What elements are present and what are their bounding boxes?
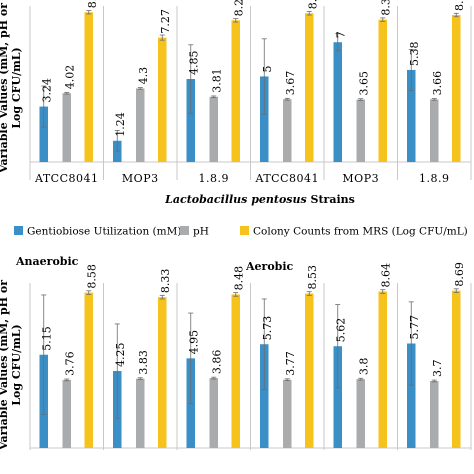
data-label: 5.62 xyxy=(335,318,348,343)
data-label: 7 xyxy=(335,31,348,38)
ph-bar xyxy=(62,93,71,162)
y-axis-label-line: Variable Values (mM, pH or xyxy=(0,3,10,174)
annotation-anaerobic: Anaerobic xyxy=(15,255,79,268)
colony-bar xyxy=(305,293,314,448)
data-label: 3.24 xyxy=(41,78,54,103)
data-label: 3.81 xyxy=(211,68,224,93)
data-label: 5.73 xyxy=(261,316,274,341)
colony-bar xyxy=(84,292,93,448)
data-label: 4.95 xyxy=(188,330,201,355)
legend-label: pH xyxy=(193,226,209,238)
legend-label: Gentiobiose Utilization (mM) xyxy=(27,226,181,238)
category-label: 1.8.9 xyxy=(199,172,230,185)
bottom-y-axis-label: Variable Values (mM, pH orLog CFU/mL) xyxy=(0,280,23,451)
ph-bar xyxy=(430,99,439,162)
category-label: ATCC8041 xyxy=(254,172,319,185)
ph-bar xyxy=(62,379,71,448)
data-label: 4.25 xyxy=(114,343,127,368)
top-chart-panel: Variable Values (mM, pH orLog CFU/mL) AT… xyxy=(0,0,472,185)
gentiobiose-bar xyxy=(407,69,416,162)
data-label: 1.24 xyxy=(114,112,127,137)
annotation-aerobic: Aerobic xyxy=(245,260,294,273)
category-label: MOP3 xyxy=(342,172,379,185)
ph-bar xyxy=(356,379,365,448)
data-label: 3.7 xyxy=(431,359,444,377)
category-label: MOP3 xyxy=(122,172,159,185)
colony-bar xyxy=(158,37,167,163)
gentiobiose-bar xyxy=(186,79,195,162)
category-label: 1.8.9 xyxy=(419,172,450,185)
x-axis-label-suffix: Strains xyxy=(307,193,355,206)
data-label: 8.75 xyxy=(86,0,99,8)
gentiobiose-bar xyxy=(407,343,416,448)
data-label: 3.8 xyxy=(358,358,371,376)
legend: Gentiobiose Utilization (mM) pH Colony Cou… xyxy=(14,226,468,238)
data-label: 8.69 xyxy=(306,0,319,9)
data-label: 8.32 xyxy=(380,0,393,16)
data-label: 3.65 xyxy=(358,71,371,96)
category-label: ATCC8041 xyxy=(34,172,99,185)
data-label: 8.69 xyxy=(453,262,466,287)
data-label: 3.77 xyxy=(284,351,297,376)
ph-bar xyxy=(430,380,439,448)
data-label: 3.66 xyxy=(431,71,444,96)
ph-legend-swatch xyxy=(180,226,189,235)
data-label: 3.67 xyxy=(284,71,297,96)
gentiobiose-bar xyxy=(260,344,269,448)
colony-legend-swatch xyxy=(240,226,249,235)
colony-bar xyxy=(378,291,387,448)
ph-bar xyxy=(209,378,218,448)
data-label: 3.76 xyxy=(64,351,77,376)
data-label: 5.77 xyxy=(408,315,421,340)
data-label: 8.64 xyxy=(380,263,393,288)
data-label: 5 xyxy=(261,65,274,72)
colony-bar xyxy=(452,15,461,163)
colony-bar xyxy=(158,297,167,448)
data-label: 8.33 xyxy=(159,269,172,294)
gentiobiose-bar xyxy=(260,76,269,162)
data-label: 5.15 xyxy=(41,326,54,351)
colony-bar xyxy=(84,12,93,163)
colony-bar xyxy=(231,294,240,448)
ph-bar xyxy=(136,88,145,162)
data-label: 4.3 xyxy=(137,67,150,85)
ph-bar xyxy=(283,379,292,448)
gentiobiose-legend-swatch xyxy=(14,226,23,235)
ph-bar xyxy=(283,99,292,162)
data-label: 4.85 xyxy=(188,51,201,76)
gentiobiose-bar xyxy=(39,106,48,162)
ph-bar xyxy=(356,99,365,162)
y-axis-label-line: Variable Values (mM, pH or xyxy=(0,280,10,451)
y-axis-label-line: Log CFU/mL) xyxy=(10,47,23,128)
data-label: 4.02 xyxy=(64,65,77,90)
bottom-chart-panel: Variable Values (mM, pH orLog CFU/mL) 5.… xyxy=(0,262,472,451)
data-label: 7.27 xyxy=(159,9,172,34)
top-y-axis-label: Variable Values (mM, pH orLog CFU/mL) xyxy=(0,3,23,174)
colony-bar xyxy=(305,13,314,163)
data-label: 3.83 xyxy=(137,350,150,375)
colony-bar xyxy=(378,19,387,162)
gentiobiose-bar xyxy=(333,42,342,162)
ph-bar xyxy=(209,96,218,162)
x-axis-label-species: Lactobacillus pentosus xyxy=(164,193,307,206)
data-label: 8.59 xyxy=(453,0,466,11)
ph-bar xyxy=(136,378,145,448)
gentiobiose-bar xyxy=(333,346,342,448)
data-label: 8.28 xyxy=(233,0,246,16)
legend-label: Colony Counts from MRS (Log CFU/mL) xyxy=(253,226,468,238)
colony-bar xyxy=(231,20,240,162)
data-label: 8.48 xyxy=(233,266,246,291)
y-axis-label-line: Log CFU/mL) xyxy=(10,324,23,405)
data-label: 5.38 xyxy=(408,41,421,66)
data-label: 8.58 xyxy=(86,264,99,289)
data-label: 8.53 xyxy=(306,265,319,290)
top-x-axis-label: Lactobacillus pentosus Strains xyxy=(164,193,355,206)
colony-bar xyxy=(452,290,461,448)
data-label: 3.86 xyxy=(211,350,224,375)
